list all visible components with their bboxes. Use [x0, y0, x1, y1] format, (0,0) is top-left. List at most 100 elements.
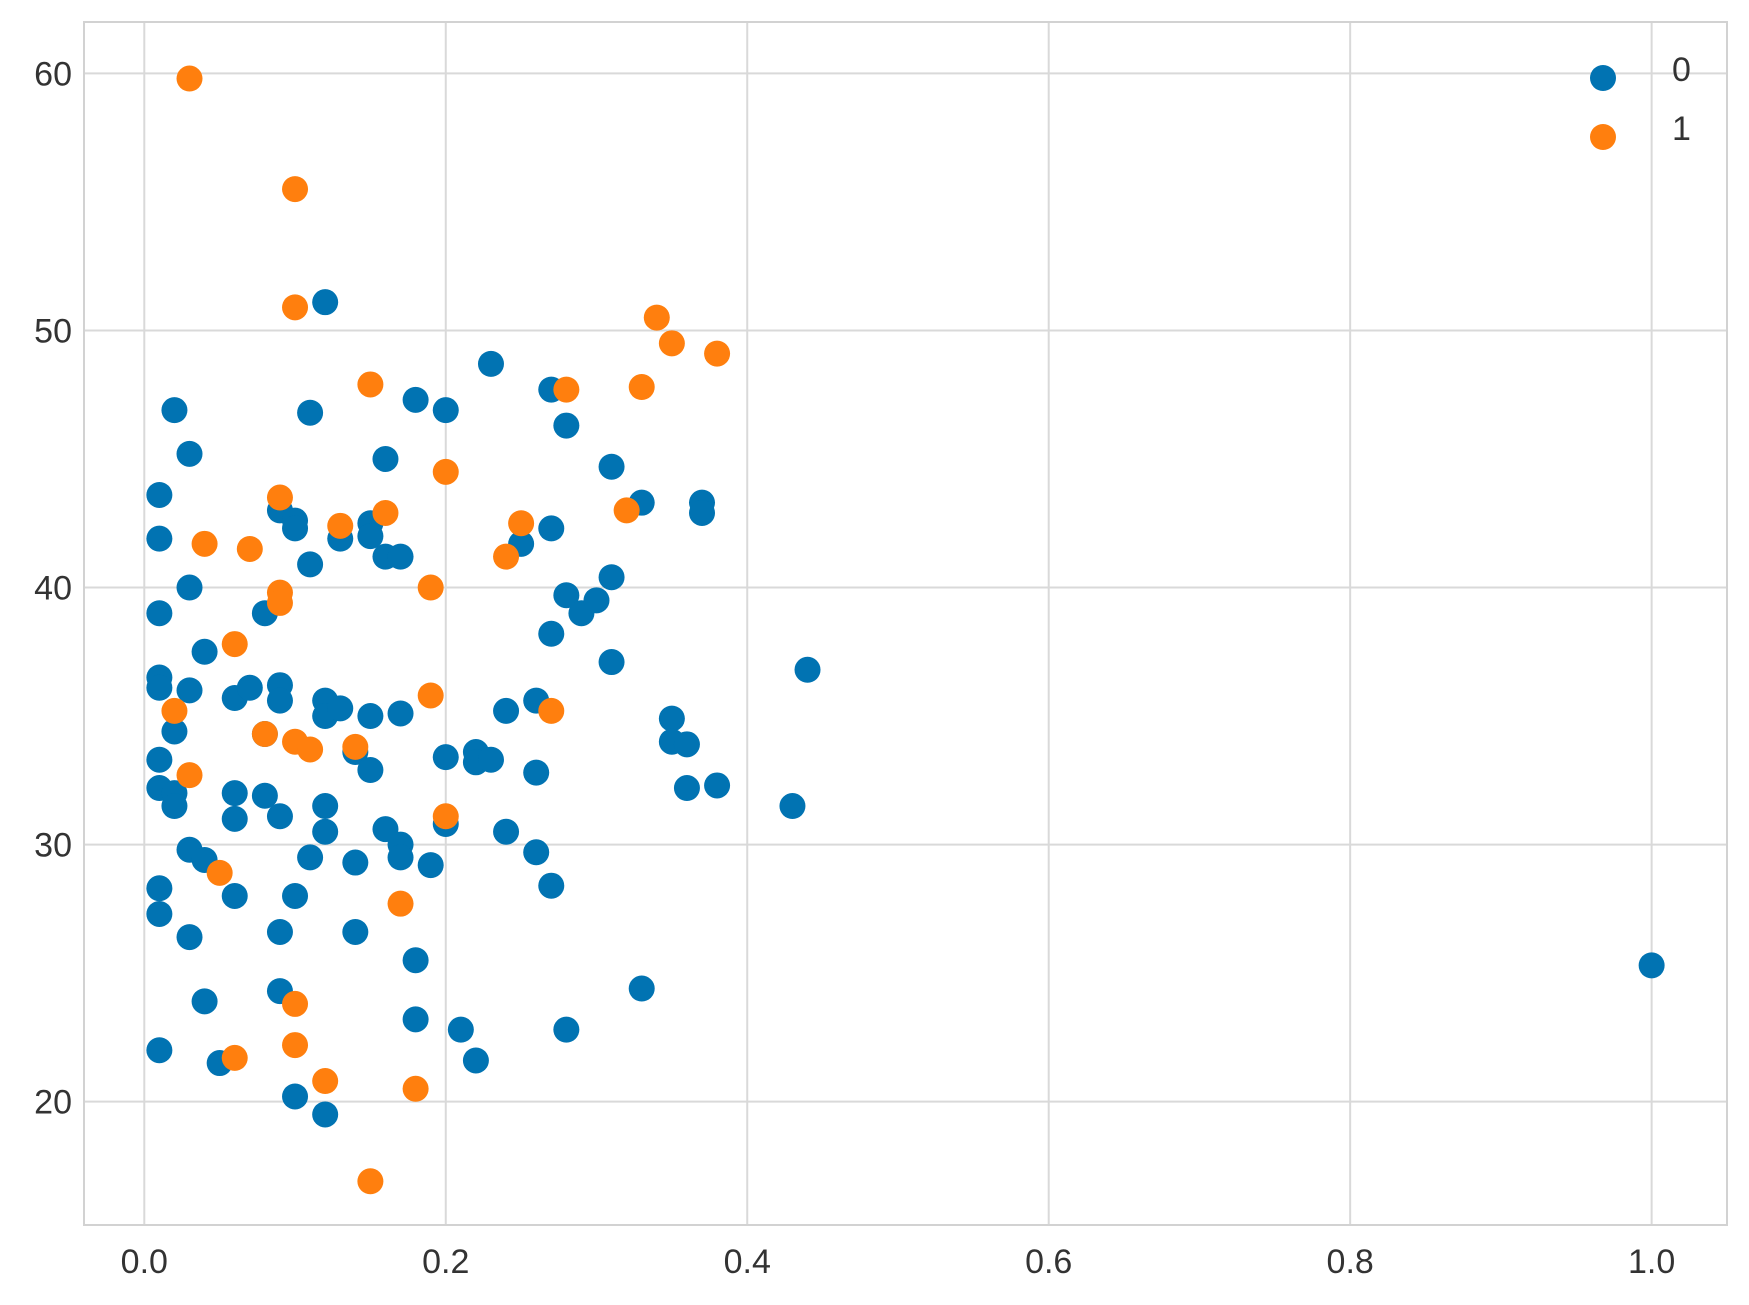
data-point [508, 510, 535, 537]
data-point [297, 736, 324, 763]
data-point [282, 990, 309, 1017]
data-point [176, 762, 203, 789]
data-point [553, 1016, 580, 1043]
data-point [236, 535, 263, 562]
data-point [221, 631, 248, 658]
x-gridlines [143, 22, 1653, 1225]
data-point [297, 551, 324, 578]
y-tick-label: 20 [34, 1084, 72, 1122]
data-point [387, 700, 414, 727]
data-point [523, 759, 550, 786]
data-point [538, 872, 565, 899]
data-point [357, 523, 384, 550]
y-tick-labels: 20 30 40 50 60 [34, 55, 72, 1121]
data-point [176, 574, 203, 601]
data-point [146, 875, 173, 902]
data-point [402, 1075, 429, 1102]
plot-frame [83, 21, 1728, 1226]
data-point [146, 600, 173, 627]
x-tick-labels: 0.0 0.2 0.4 0.6 0.8 1.0 [121, 1243, 1676, 1281]
data-point [206, 859, 233, 886]
data-point [282, 1083, 309, 1110]
data-point [282, 294, 309, 321]
data-point [372, 445, 399, 472]
data-point [402, 947, 429, 974]
x-tick-label: 1.0 [1628, 1243, 1675, 1281]
data-point [282, 176, 309, 203]
data-point [327, 695, 354, 722]
y-tick-label: 60 [34, 55, 72, 93]
data-point [417, 682, 444, 709]
data-point [176, 924, 203, 951]
data-point [266, 589, 293, 616]
data-point [704, 340, 731, 367]
data-point [538, 515, 565, 542]
data-point [417, 852, 444, 879]
data-point [402, 386, 429, 413]
data-point [357, 757, 384, 784]
data-point [282, 1032, 309, 1059]
data-point [146, 674, 173, 701]
data-point [146, 481, 173, 508]
data-point [176, 65, 203, 92]
data-point [583, 587, 610, 614]
data-point [191, 988, 218, 1015]
data-point [357, 371, 384, 398]
plot-background [84, 22, 1727, 1225]
data-point [327, 512, 354, 539]
data-point [658, 705, 685, 732]
data-point [402, 1006, 429, 1033]
data-point [357, 1168, 384, 1195]
data-point [1638, 952, 1665, 979]
x-tick-label: 0.4 [724, 1243, 771, 1281]
data-point [598, 649, 625, 676]
data-point [221, 805, 248, 832]
data-point [553, 582, 580, 609]
data-point [432, 458, 459, 485]
data-point [553, 412, 580, 439]
series-1-points [161, 65, 731, 1195]
data-point [282, 882, 309, 909]
data-point [312, 1068, 339, 1095]
data-point [266, 803, 293, 830]
data-point [191, 530, 218, 557]
data-point [297, 844, 324, 871]
data-point [673, 731, 700, 758]
data-point [643, 304, 670, 331]
data-point [297, 399, 324, 426]
data-point [432, 744, 459, 771]
data-point [221, 1044, 248, 1071]
x-tick-label: 0.8 [1327, 1243, 1374, 1281]
legend-label-1: 1 [1672, 110, 1691, 148]
data-point [146, 746, 173, 773]
data-point [312, 793, 339, 820]
data-point [176, 440, 203, 467]
data-point [493, 818, 520, 845]
data-point [312, 289, 339, 316]
x-tick-label: 0.2 [422, 1243, 469, 1281]
data-point [477, 350, 504, 377]
y-tick-label: 30 [34, 827, 72, 865]
data-point [266, 687, 293, 714]
data-point [387, 890, 414, 917]
data-point [251, 721, 278, 748]
data-point [477, 746, 504, 773]
data-point [613, 497, 640, 524]
data-point [146, 525, 173, 552]
data-point [673, 775, 700, 802]
data-point [794, 656, 821, 683]
data-point [357, 703, 384, 730]
data-point [417, 574, 444, 601]
data-point [342, 918, 369, 945]
data-point [432, 803, 459, 830]
data-point [312, 818, 339, 845]
data-point [523, 839, 550, 866]
data-point [161, 697, 188, 724]
data-point [342, 849, 369, 876]
data-point [779, 793, 806, 820]
data-point [387, 543, 414, 570]
data-point [161, 793, 188, 820]
data-point [493, 697, 520, 724]
